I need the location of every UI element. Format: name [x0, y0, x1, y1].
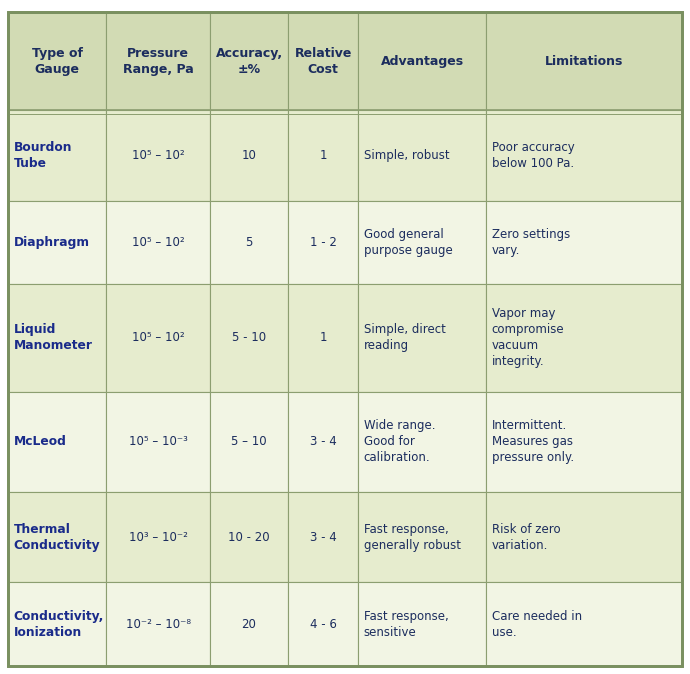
Text: Bourdon
Tube: Bourdon Tube: [14, 141, 72, 170]
Text: 1 - 2: 1 - 2: [310, 236, 337, 249]
Bar: [288, 284, 359, 392]
Bar: [359, 492, 486, 582]
Text: Fast response,
generally robust: Fast response, generally robust: [364, 522, 461, 551]
Bar: [210, 110, 288, 201]
Bar: [288, 492, 359, 582]
Bar: [210, 12, 288, 110]
Bar: [486, 392, 682, 492]
Bar: [106, 12, 210, 110]
Bar: [359, 284, 486, 392]
Text: 1: 1: [319, 332, 327, 344]
Text: Zero settings
vary.: Zero settings vary.: [492, 228, 570, 257]
Text: 10 - 20: 10 - 20: [228, 530, 270, 544]
Bar: [486, 12, 682, 110]
Bar: [106, 110, 210, 201]
Bar: [106, 201, 210, 284]
Text: 10³ – 10⁻²: 10³ – 10⁻²: [128, 530, 188, 544]
Bar: [288, 110, 359, 201]
Text: Limitations: Limitations: [545, 55, 623, 67]
Text: Intermittent.
Measures gas
pressure only.: Intermittent. Measures gas pressure only…: [492, 419, 574, 464]
Bar: [106, 582, 210, 666]
Text: Simple, robust: Simple, robust: [364, 149, 449, 162]
Text: 3 - 4: 3 - 4: [310, 435, 337, 448]
Bar: [486, 110, 682, 201]
Text: 10⁵ – 10²: 10⁵ – 10²: [132, 236, 184, 249]
Bar: [486, 582, 682, 666]
Text: Fast response,
sensitive: Fast response, sensitive: [364, 610, 448, 639]
Bar: [106, 392, 210, 492]
Text: Diaphragm: Diaphragm: [14, 236, 90, 249]
Bar: [288, 201, 359, 284]
Text: 5 – 10: 5 – 10: [231, 435, 267, 448]
Bar: [486, 201, 682, 284]
Bar: [210, 492, 288, 582]
Text: Advantages: Advantages: [381, 55, 464, 67]
Bar: [288, 582, 359, 666]
Bar: [359, 110, 486, 201]
Text: Thermal
Conductivity: Thermal Conductivity: [14, 522, 100, 551]
Bar: [106, 284, 210, 392]
Text: 10⁵ – 10⁻³: 10⁵ – 10⁻³: [128, 435, 188, 448]
Bar: [106, 492, 210, 582]
Text: 5 - 10: 5 - 10: [232, 332, 266, 344]
Text: 5: 5: [246, 236, 253, 249]
Text: Type of
Gauge: Type of Gauge: [32, 47, 83, 75]
Bar: [210, 284, 288, 392]
Text: Poor accuracy
below 100 Pa.: Poor accuracy below 100 Pa.: [492, 141, 575, 170]
Bar: [359, 201, 486, 284]
Text: Conductivity,
Ionization: Conductivity, Ionization: [14, 610, 104, 639]
Text: Risk of zero
variation.: Risk of zero variation.: [492, 522, 560, 551]
Text: 10⁻² – 10⁻⁸: 10⁻² – 10⁻⁸: [126, 617, 190, 631]
Text: 10⁵ – 10²: 10⁵ – 10²: [132, 332, 184, 344]
Bar: [288, 12, 359, 110]
Bar: [8, 110, 106, 201]
Bar: [8, 12, 106, 110]
Text: Good general
purpose gauge: Good general purpose gauge: [364, 228, 453, 257]
Text: 4 - 6: 4 - 6: [310, 617, 337, 631]
Bar: [486, 492, 682, 582]
Bar: [8, 284, 106, 392]
Text: Relative
Cost: Relative Cost: [295, 47, 352, 75]
Bar: [210, 582, 288, 666]
Bar: [8, 582, 106, 666]
Bar: [486, 284, 682, 392]
Text: 10: 10: [241, 149, 257, 162]
Text: Care needed in
use.: Care needed in use.: [492, 610, 582, 639]
Bar: [8, 201, 106, 284]
Text: Simple, direct
reading: Simple, direct reading: [364, 324, 446, 353]
Bar: [359, 12, 486, 110]
Text: Accuracy,
±%: Accuracy, ±%: [215, 47, 283, 75]
Bar: [288, 392, 359, 492]
Text: Pressure
Range, Pa: Pressure Range, Pa: [123, 47, 193, 75]
Bar: [359, 392, 486, 492]
Bar: [359, 582, 486, 666]
Text: McLeod: McLeod: [14, 435, 66, 448]
Text: Vapor may
compromise
vacuum
integrity.: Vapor may compromise vacuum integrity.: [492, 307, 564, 369]
Text: 3 - 4: 3 - 4: [310, 530, 337, 544]
Text: Wide range.
Good for
calibration.: Wide range. Good for calibration.: [364, 419, 435, 464]
Text: Liquid
Manometer: Liquid Manometer: [14, 324, 92, 353]
Bar: [8, 392, 106, 492]
Bar: [210, 392, 288, 492]
Text: 10⁵ – 10²: 10⁵ – 10²: [132, 149, 184, 162]
Bar: [210, 201, 288, 284]
Text: 1: 1: [319, 149, 327, 162]
Text: 20: 20: [241, 617, 257, 631]
Bar: [8, 492, 106, 582]
